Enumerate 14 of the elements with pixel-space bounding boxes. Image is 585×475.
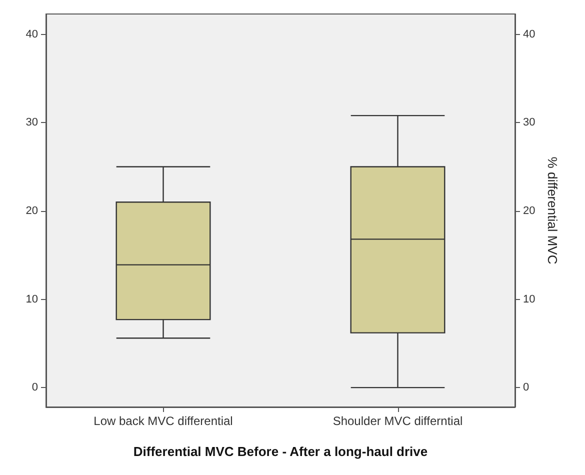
y2-tick-label: 30	[523, 116, 536, 129]
y-tick-label: 20	[26, 204, 38, 217]
y2-tick-label: 0	[523, 382, 530, 394]
x-axis-title: Differential MVC Before - After a long-haul drive	[133, 444, 428, 459]
y2-tick-label: 20	[523, 204, 536, 217]
y2-tick-label: 40	[523, 28, 536, 40]
x-tick-label: Low back MVC differential	[94, 414, 233, 428]
x-tick-label: Shoulder MVC differntial	[332, 414, 463, 428]
y-tick-label: 30	[26, 116, 38, 129]
y2-tick-label: 10	[523, 293, 536, 306]
y-tick-label: 0	[32, 382, 38, 394]
y2-axis-title: % differential MVC	[545, 156, 560, 264]
y-tick-label: 40	[26, 28, 38, 40]
y-tick-label: 10	[26, 293, 38, 306]
